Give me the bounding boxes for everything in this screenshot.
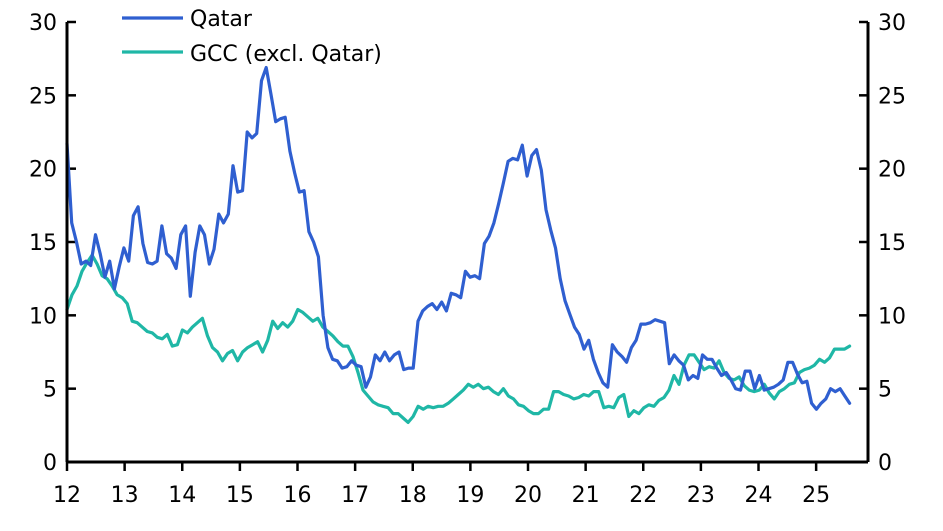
left-tick-label: 25 [29,84,57,109]
left-tick-label: 5 [43,378,57,403]
x-tick-label: 17 [341,483,369,508]
left-tick-label: 15 [29,231,57,256]
left-tick-label: 10 [29,304,57,329]
right-tick-label: 15 [878,231,906,256]
left-tick-label: 20 [29,158,57,183]
x-tick-label: 22 [629,483,657,508]
x-tick-label: 12 [53,483,81,508]
x-axis-ticks: 12 13 14 15 16 17 18 19 20 21 22 23 24 25 [53,462,830,508]
right-tick-label: 10 [878,304,906,329]
x-tick-label: 20 [514,483,542,508]
left-axis-ticks: 0 5 10 15 20 25 30 [29,11,76,476]
x-tick-label: 16 [284,483,312,508]
legend: Qatar GCC (excl. Qatar) [122,7,382,67]
right-tick-label: 20 [878,158,906,183]
x-tick-label: 14 [168,483,196,508]
series-lines [65,65,852,424]
x-tick-label: 24 [745,483,773,508]
legend-label-qatar: Qatar [190,7,253,32]
right-tick-label: 5 [878,378,892,403]
x-tick-label: 18 [399,483,427,508]
x-tick-label: 15 [226,483,254,508]
legend-label-gcc: GCC (excl. Qatar) [190,42,382,67]
x-tick-label: 23 [687,483,715,508]
right-tick-label: 25 [878,84,906,109]
x-tick-label: 21 [572,483,600,508]
right-tick-label: 30 [878,11,906,36]
x-tick-label: 13 [111,483,139,508]
right-tick-label: 0 [878,451,892,476]
x-tick-label: 25 [802,483,830,508]
left-tick-label: 0 [43,451,57,476]
x-tick-label: 19 [456,483,484,508]
series-line-gcc [65,253,852,424]
right-axis-ticks: 0 5 10 15 20 25 30 [859,11,906,476]
left-tick-label: 30 [29,11,57,36]
series-line-qatar [65,65,852,411]
